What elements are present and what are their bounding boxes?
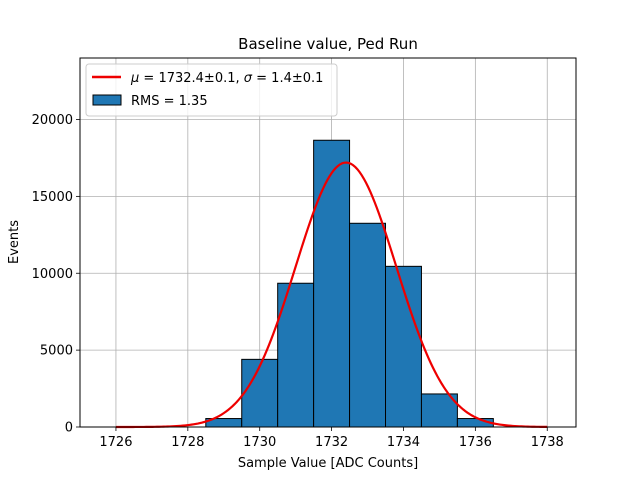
y-tick-label: 10000	[32, 267, 73, 282]
x-tick-label: 1734	[387, 435, 420, 450]
y-tick-label: 0	[65, 421, 73, 436]
x-tick-label: 1730	[243, 435, 276, 450]
legend-hist-swatch	[92, 94, 122, 106]
x-tick-label: 1726	[99, 435, 132, 450]
histogram-bar	[241, 358, 279, 428]
y-tick-label: 5000	[40, 344, 73, 359]
fit-curve-group	[115, 161, 548, 429]
y-axis-ticks: 0 5000 10000 15000 20000	[32, 113, 80, 436]
legend-sigma-symbol: σ	[244, 71, 253, 86]
histogram-bar	[313, 139, 351, 428]
x-axis-label: Sample Value [ADC Counts]	[238, 456, 418, 471]
y-tick-label: 15000	[32, 190, 73, 205]
legend-mu-value: = 1732.4±0.1,	[139, 71, 243, 86]
y-axis-label: Events	[7, 220, 22, 264]
histogram-bar	[420, 393, 458, 428]
x-tick-label: 1728	[171, 435, 204, 450]
plot-frame	[79, 57, 577, 428]
chart-title: Baseline value, Ped Run	[238, 35, 418, 53]
legend-sigma-value: = 1.4±0.1	[252, 71, 323, 86]
legend-hist-label: RMS = 1.35	[131, 94, 208, 109]
legend: μ = 1732.4±0.1, σ = 1.4±0.1 RMS = 1.35	[85, 63, 338, 117]
legend-mu-symbol: μ	[130, 71, 139, 86]
gaussian-fit-curve	[115, 161, 548, 429]
legend-frame	[85, 63, 338, 117]
x-tick-label: 1738	[531, 435, 564, 450]
x-axis-ticks: 1726 1728 1730 1732 1734 1736 1738	[99, 427, 564, 450]
histogram-bar	[349, 222, 387, 428]
histogram-bar	[385, 265, 422, 428]
x-tick-label: 1732	[315, 435, 348, 450]
histogram-bars	[205, 139, 494, 428]
legend-fit-label: μ = 1732.4±0.1, σ = 1.4±0.1	[130, 71, 323, 86]
x-tick-label: 1736	[459, 435, 492, 450]
y-tick-label: 20000	[32, 113, 73, 128]
